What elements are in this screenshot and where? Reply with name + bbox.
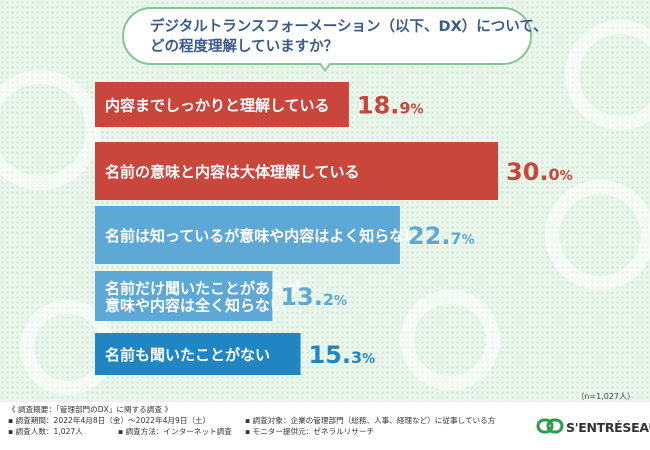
title-line-2: どの程度理解していますか？ <box>150 39 339 55</box>
bar-category-label: 内容までしっかりと理解している <box>105 97 330 115</box>
bar-category-label: 名前だけ聞いたことがあるが <box>105 280 301 298</box>
bar-value-label: 22.7% <box>408 222 475 250</box>
bar-category-label: 名前の意味と内容は大体理解している <box>105 163 360 181</box>
bar-value-label: 13.2% <box>280 283 347 311</box>
survey-respondents: ▪ 調査人数：1,027人 <box>8 427 83 436</box>
bar <box>95 333 301 375</box>
survey-period: ▪ 調査期間：2022年4月8日（金）～2022年4月9日（土） <box>8 416 211 425</box>
footer <box>0 402 650 450</box>
bar-value-label: 18.9% <box>357 92 424 120</box>
bar <box>95 82 349 127</box>
survey-provider: ▪ モニター提供元：ゼネラルリサーチ <box>245 427 375 436</box>
title-line-1: デジタルトランスフォーメーション（以下、DX）について、 <box>150 19 548 35</box>
bar <box>95 142 498 200</box>
bar-chart: 内容までしっかりと理解している 18.9% 名前の意味と内容は大体理解している 30.… <box>95 82 573 375</box>
sample-size-note: （n=1,027人） <box>576 392 635 401</box>
logo-text: S'ENTRÉSEAU <box>566 420 650 435</box>
bar-category-label: 名前も聞いたことがない <box>105 346 270 364</box>
survey-title: 《 調査概要：「管理部門のDX」に関する調査 》 <box>8 405 172 414</box>
survey-target: ▪ 調査対象：企業の管理部門（総務、人事、経理など）に従事している方 <box>245 416 496 425</box>
logo-icon <box>536 418 564 434</box>
bar-value-label: 15.3% <box>309 341 376 369</box>
survey-method: ▪ 調査方法：インターネット調査 <box>118 427 232 436</box>
bar-value-label: 30.0% <box>506 158 573 186</box>
bar-category-label: 名前は知っているが意味や内容はよく知らない <box>105 227 419 245</box>
bar <box>95 206 400 264</box>
bar <box>95 271 273 321</box>
bar-category-label: 意味や内容は全く知らない <box>105 297 285 315</box>
title-tail-inner <box>320 62 330 69</box>
